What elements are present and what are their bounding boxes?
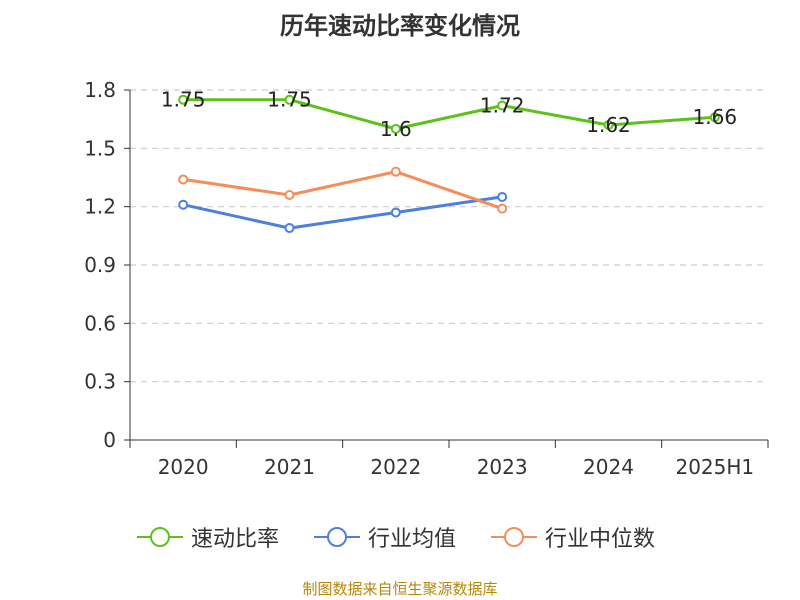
data-label-s1-2023: 1.72: [480, 94, 525, 118]
data-label-s1-2020: 1.75: [161, 88, 206, 112]
y-tick-label-3: 0.9: [84, 253, 116, 277]
y-tick-label-0: 0: [103, 428, 116, 452]
series-line-2: [182, 195, 503, 230]
x-tick-label-4: 2024: [583, 455, 634, 479]
data-point-s2-2021: [284, 223, 295, 234]
data-point-s2-2022: [390, 207, 401, 218]
data-point-s3-2022: [390, 166, 401, 177]
data-label-s1-2024: 1.62: [586, 113, 631, 137]
data-point-s3-2021: [284, 190, 295, 200]
y-tick-label-5: 1.5: [84, 136, 116, 160]
data-point-s3-2020: [178, 174, 189, 185]
legend-marker-series-2: [314, 527, 360, 547]
series-line-1: [183, 98, 715, 131]
legend-marker-series-1: [137, 527, 183, 547]
legend-marker-series-3: [491, 527, 537, 547]
data-point-s1-2022: [390, 123, 401, 134]
data-point-s2-2020: [178, 199, 189, 210]
data-label-s1-2025H1: 1.66: [693, 105, 738, 129]
data-point-s1-2020: [178, 94, 189, 105]
y-tick-label-2: 0.6: [84, 311, 116, 335]
data-label-s1-2021: 1.75: [267, 88, 312, 112]
x-tick-label-1: 2021: [264, 455, 315, 479]
source-note: 制图数据来自恒生聚源数据库: [302, 580, 498, 598]
legend-item-series-1[interactable]: 速动比率: [135, 520, 279, 554]
x-tick-label-0: 2020: [158, 455, 209, 479]
data-point-s1-2024: [603, 120, 614, 130]
data-label-s1-2022: 1.6: [380, 117, 412, 141]
series-line-3: [182, 170, 503, 211]
legend-item-series-2[interactable]: 行业均值: [312, 520, 456, 554]
legend-label-series-2: 行业均值: [368, 527, 457, 552]
x-tick-label-5: 2025H1: [675, 455, 754, 479]
chart-title: 历年速动比率变化情况: [280, 12, 520, 40]
legend-label-series-1: 速动比率: [191, 527, 280, 552]
data-point-s1-2021: [284, 94, 295, 105]
x-tick-label-2: 2022: [370, 455, 421, 479]
legend-label-series-3: 行业中位数: [545, 527, 656, 552]
data-point-s1-2023: [497, 100, 508, 111]
data-point-s1-2025H1: [709, 112, 720, 123]
y-tick-label-1: 0.3: [84, 370, 116, 394]
y-tick-label-4: 1.2: [84, 195, 116, 219]
x-tick-label-3: 2023: [477, 455, 528, 479]
legend-item-series-3[interactable]: 行业中位数: [489, 520, 655, 554]
y-tick-label-6: 1.8: [84, 78, 116, 102]
legend: 速动比率 行业均值 行业中位数: [0, 520, 800, 554]
data-point-s2-2023: [497, 191, 508, 202]
data-point-s3-2023: [497, 203, 508, 214]
